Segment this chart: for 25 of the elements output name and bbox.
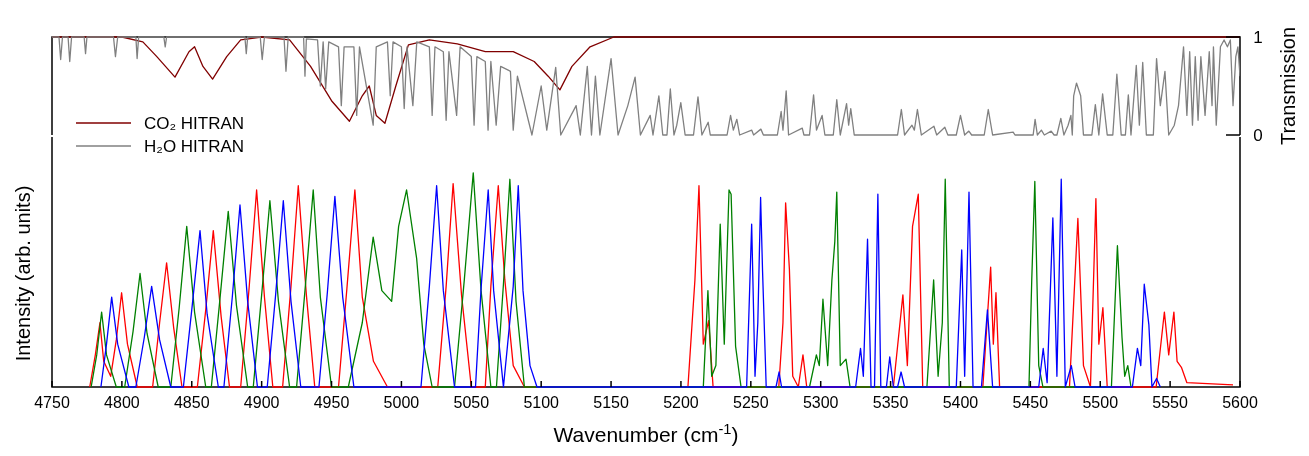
y-axis-title: Transmission [1277, 26, 1300, 146]
x-tick-label: 4950 [313, 394, 350, 411]
x-tick-label: 5600 [1222, 394, 1258, 411]
x-tick-label: 5500 [1082, 394, 1119, 411]
y-axis-title: Intensity (arb. units) [12, 185, 35, 362]
x-tick-label: 5100 [523, 394, 560, 411]
x-tick-label: 5350 [872, 394, 909, 411]
x-tick-label: 4800 [104, 394, 140, 411]
x-tick-label: 4750 [34, 394, 70, 411]
y-tick-label: 1 [1253, 28, 1263, 47]
legend-label: CO₂ HITRAN [144, 114, 245, 133]
y-tick-label: 0 [1253, 126, 1263, 145]
x-tick-label: 4900 [243, 394, 280, 411]
x-tick-label: 5450 [1012, 394, 1049, 411]
x-axis-title: Wavenumber (cm$^{-1}$) [553, 421, 739, 446]
x-tick-label: 5200 [663, 394, 699, 411]
x-tick-label: 5250 [733, 394, 769, 411]
x-tick-label: 5550 [1152, 394, 1189, 411]
x-tick-label: 4850 [173, 394, 210, 411]
x-tick-label: 5150 [593, 394, 629, 411]
x-tick-label: 5400 [942, 394, 979, 411]
legend-label: H₂O HITRAN [144, 137, 245, 156]
x-tick-label: 5000 [383, 394, 420, 411]
x-tick-label: 5300 [802, 394, 839, 411]
x-tick-label: 5050 [453, 394, 490, 411]
